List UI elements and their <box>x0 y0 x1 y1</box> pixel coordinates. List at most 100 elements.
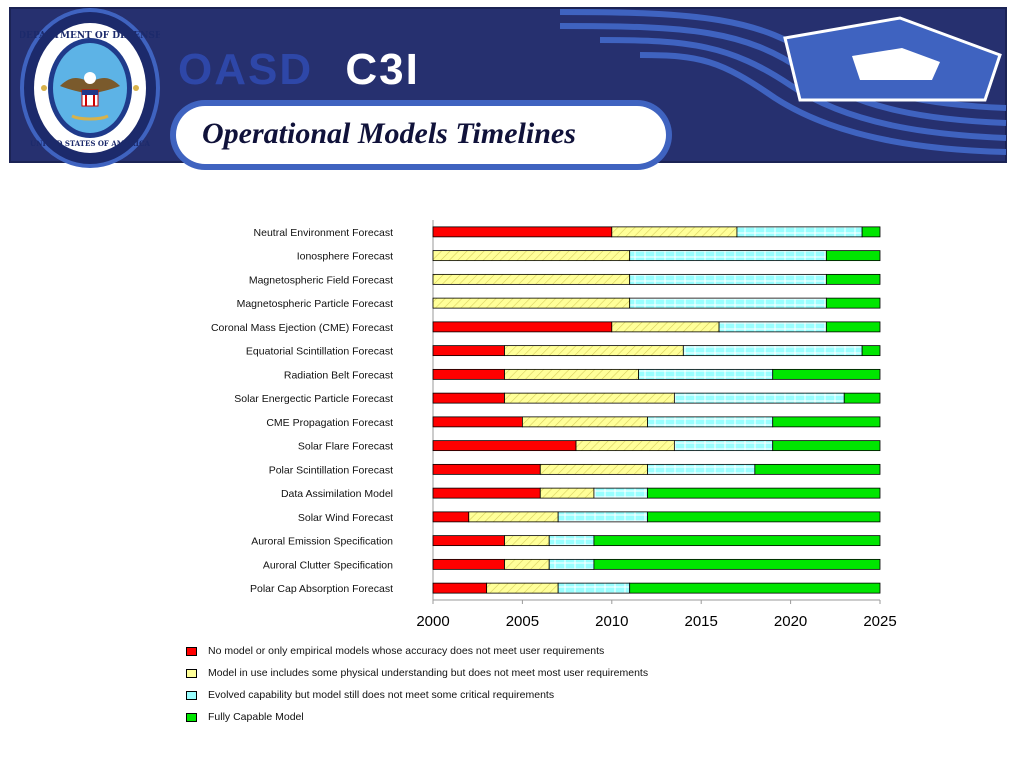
bar-segment-green <box>772 440 881 452</box>
bar-segment-green <box>629 582 881 594</box>
category-label: Magnetospheric Field Forecast <box>249 274 393 286</box>
bar-segment-cyan <box>647 463 756 475</box>
legend-swatch-yellow <box>186 668 197 678</box>
category-label: Ionosphere Forecast <box>297 251 393 263</box>
legend-item: Evolved capability but model still does … <box>184 684 804 706</box>
chart-legend: No model or only empirical models whose … <box>184 640 804 728</box>
category-label: Equatorial Scintillation Forecast <box>246 346 393 358</box>
bar-segment-cyan <box>629 273 827 285</box>
bar-segment-cyan <box>557 511 648 523</box>
slide-title: Operational Models Timelines <box>202 117 576 150</box>
pentagon-icon <box>783 16 1002 102</box>
bar-segment-green <box>861 345 881 357</box>
legend-item: Fully Capable Model <box>184 706 804 728</box>
category-label: Solar Flare Forecast <box>298 441 393 453</box>
bar-segment-red <box>432 416 523 428</box>
bar-segment-red <box>432 463 541 475</box>
title-pill: Operational Models Timelines <box>176 106 666 164</box>
legend-item: Model in use includes some physical unde… <box>184 662 804 684</box>
category-label: Radiation Belt Forecast <box>284 369 393 381</box>
bar-segment-yellow <box>504 558 550 570</box>
brand-part1: OASD <box>178 45 314 94</box>
bar-segment-red <box>432 558 505 570</box>
timeline-chart: Neutral Environment Forecast Ionosphere F… <box>211 220 897 630</box>
bar-segment-red <box>432 368 505 380</box>
bar-segment-cyan <box>638 368 774 380</box>
bar-segment-red <box>432 392 505 404</box>
bar-segment-green <box>861 226 881 238</box>
legend-swatch-red <box>186 646 197 656</box>
bar-segment-cyan <box>593 487 648 499</box>
bar-segment-green <box>647 487 881 499</box>
bar-segment-red <box>432 226 613 238</box>
bar-segment-green <box>647 511 881 523</box>
bar-segment-red <box>432 345 505 357</box>
bar-segment-yellow <box>432 297 631 309</box>
bar-segment-cyan <box>682 345 863 357</box>
bar-segment-cyan <box>548 558 595 570</box>
category-label: Coronal Mass Ejection (CME) Forecast <box>211 322 393 334</box>
legend-item: No model or only empirical models whose … <box>184 640 804 662</box>
category-label: Auroral Clutter Specification <box>263 559 393 571</box>
seal-text-top: DEPARTMENT OF DEFENSE <box>20 31 160 41</box>
x-tick-label: 2005 <box>506 613 539 630</box>
legend-swatch-green <box>186 712 197 722</box>
category-label: CME Propagation Forecast <box>266 417 393 429</box>
category-label: Neutral Environment Forecast <box>254 227 394 239</box>
bar-segment-green <box>772 416 881 428</box>
bar-segment-cyan <box>673 392 845 404</box>
bar-segment-yellow <box>575 440 675 452</box>
bar-segment-yellow <box>468 511 559 523</box>
category-label: Magnetospheric Particle Forecast <box>237 298 393 310</box>
bar-segment-green <box>593 535 881 547</box>
x-tick-label: 2010 <box>595 613 628 630</box>
legend-label: No model or only empirical models whose … <box>208 645 605 657</box>
bar-segment-yellow <box>486 582 559 594</box>
bar-segment-red <box>432 321 613 333</box>
legend-label: Fully Capable Model <box>208 711 304 723</box>
category-label: Polar Scintillation Forecast <box>269 464 393 476</box>
brand-logo: OASD C3I <box>178 40 420 100</box>
bar-segment-green <box>825 273 881 285</box>
bar-segment-yellow <box>504 368 640 380</box>
bar-segment-cyan <box>629 250 827 262</box>
bar-segment-red <box>432 487 541 499</box>
bar-segment-cyan <box>548 535 595 547</box>
bar-segment-yellow <box>539 463 648 475</box>
bar-segment-yellow <box>504 535 550 547</box>
category-label: Polar Cap Absorption Forecast <box>250 583 393 595</box>
x-tick-label: 2015 <box>685 613 718 630</box>
category-label: Auroral Emission Specification <box>251 536 393 548</box>
bar-segment-cyan <box>557 582 631 594</box>
bar-segment-yellow <box>504 345 684 357</box>
legend-swatch-cyan <box>186 690 197 700</box>
seal-text-bottom: UNITED STATES OF AMERICA <box>30 139 150 148</box>
bar-segment-yellow <box>504 392 675 404</box>
bar-segment-cyan <box>673 440 774 452</box>
legend-label: Evolved capability but model still does … <box>208 689 555 701</box>
bar-segment-yellow <box>432 250 631 262</box>
x-tick-label: 2020 <box>774 613 807 630</box>
bar-segment-yellow <box>522 416 648 428</box>
bar-segment-green <box>772 368 881 380</box>
bar-segment-yellow <box>432 273 631 285</box>
brand-part2: C3I <box>345 45 420 94</box>
bar-segment-red <box>432 511 470 523</box>
category-label: Solar Energectic Particle Forecast <box>234 393 393 405</box>
x-tick-label: 2000 <box>416 613 449 630</box>
bar-segment-green <box>825 297 881 309</box>
category-label: Data Assimilation Model <box>281 488 393 500</box>
bar-segment-yellow <box>539 487 595 499</box>
category-label: Solar Wind Forecast <box>298 512 393 524</box>
bar-segment-cyan <box>629 297 827 309</box>
bar-segment-red <box>432 582 488 594</box>
bar-segment-green <box>843 392 881 404</box>
bar-segment-yellow <box>611 226 738 238</box>
bar-segment-green <box>825 250 881 262</box>
bar-segment-cyan <box>647 416 774 428</box>
bar-segment-red <box>432 440 577 452</box>
bar-segment-green <box>593 558 881 570</box>
bar-segment-green <box>825 321 881 333</box>
bar-segment-green <box>754 463 881 475</box>
bar-segment-yellow <box>611 321 720 333</box>
